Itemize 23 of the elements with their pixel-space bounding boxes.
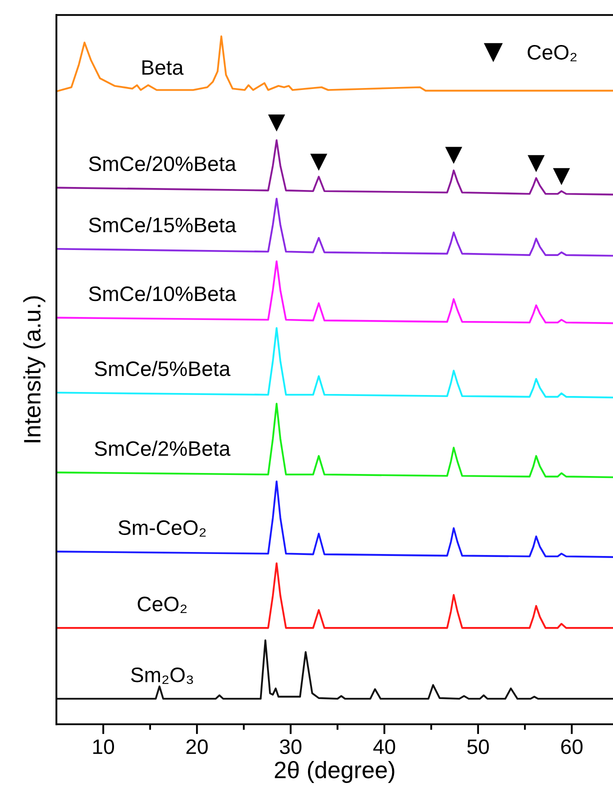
series-label: SmCe/10%Beta (88, 286, 236, 302)
x-tick-label: 50 (467, 739, 489, 754)
series-label: CeO₂ (138, 596, 187, 613)
x-tick-label: 40 (373, 739, 396, 754)
point (268, 114, 286, 132)
series-label: Sm₂O₃ (131, 668, 193, 684)
series-label: Sm-CeO₂ (118, 520, 206, 537)
point (528, 155, 545, 172)
legend-label: CeO₂ (528, 44, 577, 62)
series-label: Beta (142, 60, 184, 75)
y-axis-title: Intensity (a.u.) (23, 296, 46, 442)
x-axis-title: 2θ (degree) (274, 761, 394, 784)
series-label: SmCe/5%Beta (94, 360, 230, 376)
point (552, 168, 570, 186)
series-label: SmCe/20%Beta (88, 156, 236, 172)
x-tick-label: 10 (93, 739, 114, 754)
x-tick-label: 20 (186, 739, 208, 754)
point (310, 154, 328, 171)
point (445, 146, 462, 164)
series-label: SmCe/15%Beta (88, 217, 236, 232)
x-tick-label: 60 (561, 739, 583, 754)
x-tick-label: 30 (280, 739, 302, 754)
series-label: SmCe/2%Beta (94, 440, 230, 456)
